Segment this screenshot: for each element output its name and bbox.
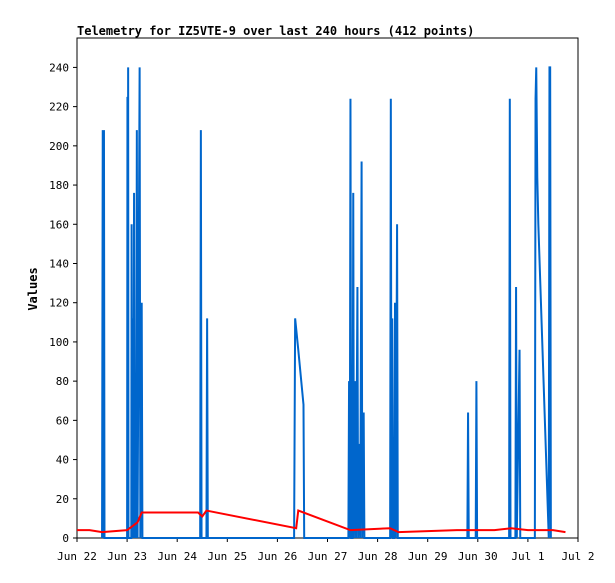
x-tick-label: Jun 28 — [358, 550, 398, 563]
series-line-secondary — [77, 509, 566, 534]
x-tick-label: Jun 27 — [308, 550, 348, 563]
x-tick-label: Jun 22 — [57, 550, 97, 563]
x-tick-label: Jun 29 — [408, 550, 448, 563]
y-tick-label: 20 — [56, 493, 69, 506]
x-tick-label: Jul 1 — [511, 550, 544, 563]
series-layer — [77, 66, 566, 539]
y-tick-label: 120 — [49, 297, 69, 310]
y-axis-label: Values — [26, 267, 40, 310]
y-tick-label: 60 — [56, 414, 69, 427]
y-tick-label: 80 — [56, 375, 69, 388]
y-tick-label: 160 — [49, 218, 69, 231]
x-tick-label: Jun 23 — [107, 550, 147, 563]
x-tick-label: Jun 24 — [157, 550, 197, 563]
x-tick-label: Jun 25 — [207, 550, 247, 563]
y-tick-label: 220 — [49, 101, 69, 114]
y-tick-label: 100 — [49, 336, 69, 349]
y-tick-label: 40 — [56, 454, 69, 467]
series-line-primary — [101, 66, 552, 539]
x-tick-label: Jul 2 — [561, 550, 594, 563]
y-tick-label: 200 — [49, 140, 69, 153]
x-tick-label: Jun 26 — [258, 550, 298, 563]
x-axis: Jun 22 Jun 23 Jun 24 Jun 25 Jun 26 Jun 27 Jun … — [57, 538, 595, 563]
y-tick-label: 0 — [62, 532, 69, 545]
y-tick-label: 240 — [49, 61, 69, 74]
y-axis: 0 20 40 60 80 100 120 140 160 180 200 220 240 — [49, 61, 77, 545]
y-tick-label: 140 — [49, 257, 69, 270]
chart-title: Telemetry for IZ5VTE-9 over last 240 hou… — [77, 24, 474, 38]
y-tick-label: 180 — [49, 179, 69, 192]
x-tick-label: Jun 30 — [458, 550, 498, 563]
